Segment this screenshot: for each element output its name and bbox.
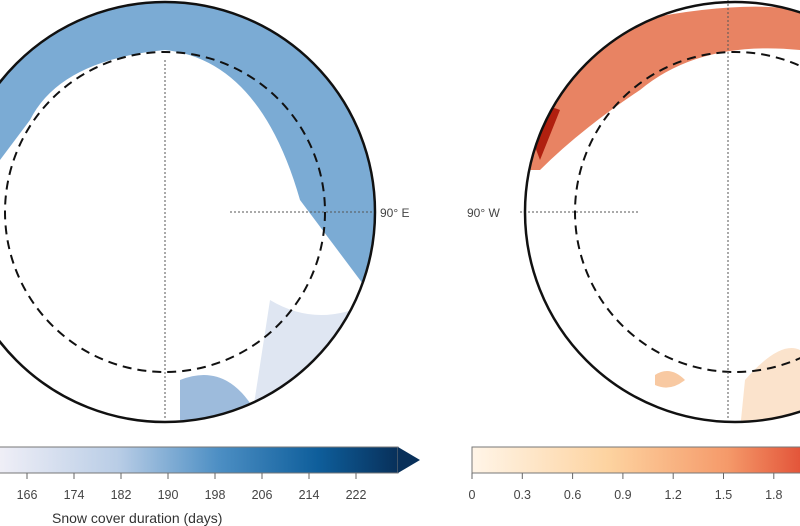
colorbar-tick-label: 214 bbox=[298, 488, 320, 502]
colorbar-tick-label: 190 bbox=[157, 488, 179, 502]
colorbar-tick-label: 1.5 bbox=[714, 488, 733, 502]
colorbar-tick-label: 222 bbox=[345, 488, 367, 502]
colorbar-tick-label: 0.6 bbox=[563, 488, 582, 502]
left-polar-map bbox=[0, 0, 377, 424]
colorbar-tick-label: 0 bbox=[468, 488, 476, 502]
colorbar-tick-label: 198 bbox=[204, 488, 226, 502]
colorbar-tick-label: 0.9 bbox=[614, 488, 632, 502]
colorbar-tick-label: 1.8 bbox=[765, 488, 783, 502]
colorbar-tick-label: 206 bbox=[251, 488, 273, 502]
colorbar-tick-label: 182 bbox=[110, 488, 132, 502]
colorbar-tick-label: 166 bbox=[16, 488, 38, 502]
left-colorbar-label: Snow cover duration (days) bbox=[52, 510, 223, 526]
right-polar-map bbox=[520, 0, 800, 424]
meridian-label-90e: 90° E bbox=[380, 206, 410, 220]
meridian-label-90w: 90° W bbox=[467, 206, 500, 220]
right-colorbar bbox=[471, 446, 800, 474]
left-colorbar bbox=[0, 446, 420, 474]
colorbar-tick-label: 0.3 bbox=[513, 488, 531, 502]
latitude-circle bbox=[4, 51, 326, 373]
colorbar-tick-label: 174 bbox=[63, 488, 85, 502]
extend-arrow-icon bbox=[398, 447, 420, 473]
colorbar-tick-label: 1.2 bbox=[664, 488, 682, 502]
